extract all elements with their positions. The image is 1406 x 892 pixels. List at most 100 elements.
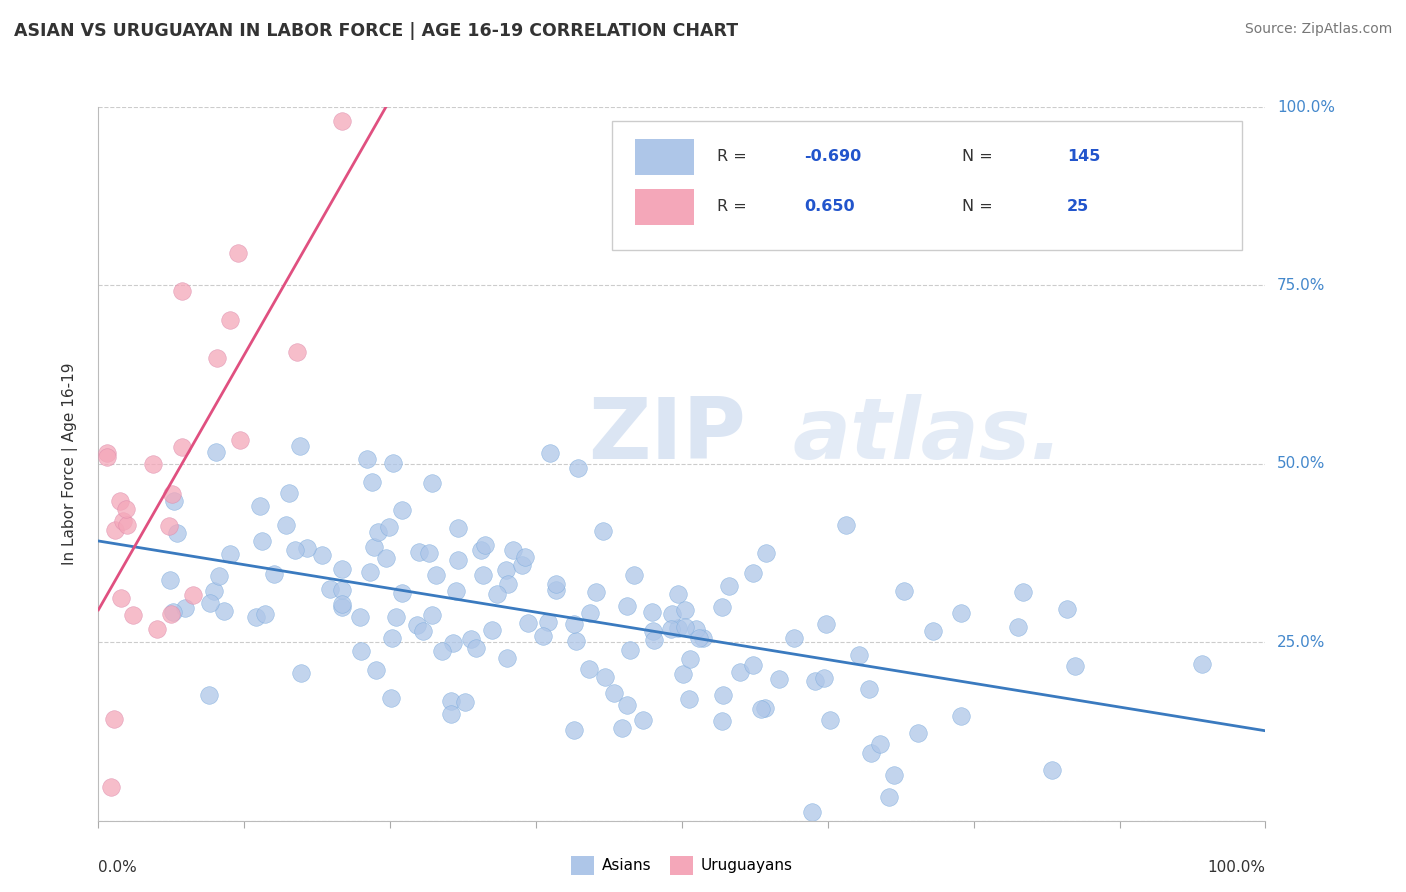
Point [381,456,404,470]
Point [163,494,186,508]
Point [115,501,138,516]
Point [537,615,560,629]
Point [741,566,763,580]
Point [100,780,122,795]
Point [219,547,242,561]
Point [531,629,554,643]
Point [754,701,776,715]
Point [425,568,447,582]
Point [585,585,607,599]
Point [1012,584,1035,599]
Point [672,667,695,681]
Text: ASIAN VS URUGUAYAN IN LABOR FORCE | AGE 16-19 CORRELATION CHART: ASIAN VS URUGUAYAN IN LABOR FORCE | AGE … [14,22,738,40]
Point [814,617,837,632]
Point [659,622,682,636]
Point [619,642,641,657]
Text: N =: N = [962,200,998,214]
Point [1042,764,1064,778]
Point [363,540,385,554]
Point [208,569,231,583]
Point [311,548,333,562]
Point [858,681,880,696]
Point [103,712,125,726]
Point [641,624,664,638]
Point [430,644,453,658]
Point [212,604,235,618]
Point [112,514,135,528]
Point [330,599,353,614]
Point [544,577,567,591]
Text: 50.0%: 50.0% [1277,457,1326,471]
Text: 145: 145 [1067,150,1101,164]
Point [454,696,477,710]
Point [710,714,733,729]
Point [538,446,561,460]
Point [593,670,616,684]
Point [295,541,318,555]
Point [579,606,602,620]
Point [603,686,626,700]
Point [422,608,444,623]
Point [204,445,226,459]
Point [692,632,714,646]
Point [848,648,870,663]
Point [515,550,537,565]
Point [517,616,540,631]
Point [668,621,690,635]
Point [198,596,221,610]
Point [749,702,772,716]
Text: ZIP: ZIP [589,393,747,477]
FancyBboxPatch shape [612,121,1241,250]
Point [104,523,127,537]
Point [274,518,297,533]
Point [616,599,638,613]
FancyBboxPatch shape [636,189,693,225]
Point [616,698,638,713]
Point [673,620,696,634]
Point [440,694,463,708]
Point [350,644,373,658]
Point [146,622,169,636]
Point [883,768,905,782]
Point [460,632,482,646]
Point [1063,659,1085,673]
Text: N =: N = [962,150,998,164]
Point [678,692,700,706]
Point [319,582,342,596]
Point [495,650,517,665]
Point [412,624,434,638]
Point [170,440,193,454]
Point [229,433,252,447]
Point [162,606,184,620]
Point [250,533,273,548]
Point [330,562,353,576]
Point [711,688,734,702]
Point [380,690,402,705]
Point [408,545,430,559]
Point [564,634,586,648]
Point [486,587,509,601]
Point [356,452,378,467]
Point [159,607,181,621]
Point [249,499,271,513]
Point [157,519,180,533]
Point [623,568,645,582]
Point [801,805,824,819]
Point [349,610,371,624]
Text: -0.690: -0.690 [804,150,862,164]
Text: 0.650: 0.650 [804,200,855,214]
Text: 25.0%: 25.0% [1277,635,1326,649]
Point [711,600,734,615]
Point [860,746,883,760]
Text: 100.0%: 100.0% [1208,860,1265,875]
Point [142,457,165,471]
Point [406,617,429,632]
Point [1007,620,1029,634]
Point [332,597,354,611]
Point [330,114,353,128]
Point [592,524,614,539]
Point [730,665,752,679]
Point [172,284,194,298]
Point [835,518,858,533]
Text: Source: ZipAtlas.com: Source: ZipAtlas.com [1244,22,1392,37]
